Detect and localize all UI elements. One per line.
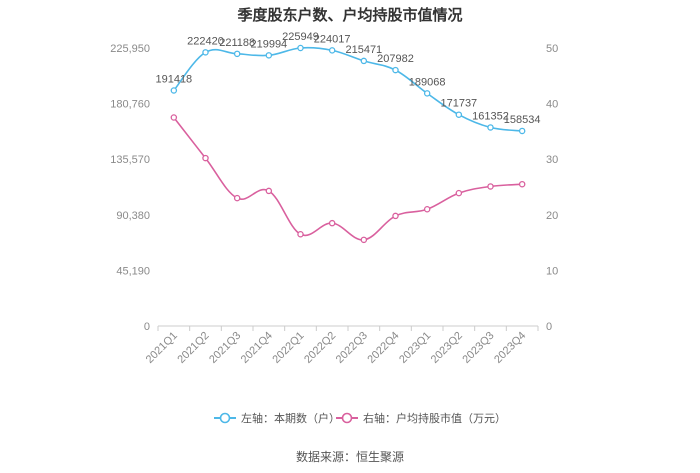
data-point-households — [518, 127, 526, 135]
left-axis-tick-label: 90,380 — [116, 210, 150, 222]
left-axis-tick-label: 180,760 — [110, 99, 150, 111]
data-point-avg-value — [392, 212, 399, 220]
legend-marker — [219, 412, 231, 424]
data-label: 189068 — [409, 76, 446, 88]
data-label: 215471 — [345, 44, 382, 56]
x-tick-label: 2023Q1 — [397, 330, 433, 366]
series-line-households — [173, 46, 523, 132]
x-tick-label: 2021Q4 — [239, 330, 275, 366]
x-tick-label: 2021Q1 — [144, 330, 180, 366]
data-point-households — [392, 66, 399, 74]
data-label: 158534 — [504, 114, 541, 126]
data-point-households — [455, 111, 463, 118]
data-point-avg-value — [487, 183, 494, 190]
left-axis-tick-label: 135,570 — [110, 154, 150, 166]
legend-marker — [341, 412, 353, 424]
x-tick-label: 2022Q2 — [302, 330, 338, 366]
data-point-households — [328, 47, 336, 54]
right-axis-tick-label: 10 — [546, 265, 558, 277]
x-tick-label: 2023Q2 — [429, 330, 465, 366]
data-label: 171737 — [440, 98, 477, 110]
data-point-households — [265, 52, 273, 59]
data-point-households — [202, 49, 209, 56]
data-point-avg-value — [233, 194, 241, 202]
data-label: 222420 — [187, 35, 224, 47]
left-axis-tick-label: 45,190 — [116, 265, 150, 277]
legend: 左轴：本期数（户） 右轴：户均持股市值（万元） — [214, 411, 506, 425]
x-tick-label: 2023Q4 — [492, 330, 528, 366]
data-point-households — [487, 124, 494, 131]
data-label: 161352 — [472, 110, 509, 122]
right-axis-tick-label: 30 — [546, 154, 558, 166]
x-tick-label: 2021Q3 — [207, 330, 243, 366]
data-label: 191418 — [155, 73, 192, 85]
left-axis-tick-label: 225,950 — [110, 43, 150, 55]
source-note: 数据来源：恒生聚源 — [296, 449, 404, 464]
data-point-households — [297, 44, 304, 52]
x-tick-label: 2023Q3 — [460, 330, 496, 366]
legend-label: 左轴：本期数（户） — [241, 411, 340, 425]
x-tick-label: 2022Q1 — [270, 330, 306, 366]
data-point-avg-value — [518, 180, 526, 188]
data-point-avg-value — [328, 219, 336, 227]
data-point-households — [233, 50, 241, 58]
data-point-households — [170, 87, 178, 94]
right-axis-tick-label: 40 — [546, 99, 558, 111]
right-axis-tick-label: 0 — [546, 321, 552, 333]
data-label: 221188 — [219, 37, 255, 49]
data-label: 225949 — [282, 31, 319, 43]
x-tick-label: 2021Q2 — [175, 330, 211, 366]
data-point-avg-value — [297, 231, 304, 238]
data-label: 219994 — [250, 38, 287, 50]
data-point-avg-value — [170, 114, 178, 121]
series-line-avg-value — [173, 117, 523, 241]
right-axis-tick-label: 20 — [546, 210, 558, 222]
data-point-households — [360, 57, 368, 65]
legend-label: 右轴：户均持股市值（万元） — [363, 411, 506, 425]
data-point-households — [423, 90, 431, 97]
data-point-avg-value — [202, 154, 209, 162]
x-tick-label: 2022Q3 — [334, 330, 370, 366]
data-label: 207982 — [377, 53, 414, 65]
data-label: 224017 — [314, 33, 351, 45]
chart-title: 季度股东户数、户均持股市值情况 — [237, 6, 462, 24]
right-axis-tick-label: 50 — [546, 43, 558, 55]
data-point-avg-value — [265, 187, 273, 195]
data-point-avg-value — [360, 236, 368, 244]
data-point-avg-value — [423, 205, 431, 213]
x-tick-label: 2022Q4 — [365, 330, 401, 366]
left-axis-tick-label: 0 — [144, 321, 150, 333]
data-point-avg-value — [455, 189, 463, 197]
